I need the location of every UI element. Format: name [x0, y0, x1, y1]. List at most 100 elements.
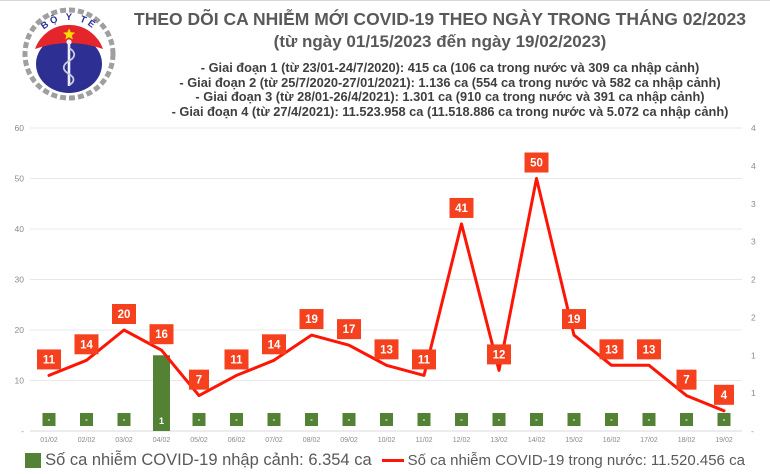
x-axis-label: 04/02: [153, 437, 171, 444]
covid-daily-chart: -10 20 30 40 50 60-1 1 2 2 3 3 4 4 01/02 02/02 03/02 04/…: [0, 116, 770, 451]
x-axis-label: 14/02: [528, 437, 546, 444]
bar-zero-label-box: [342, 413, 356, 426]
left-axis-tick: -: [21, 426, 24, 436]
left-axis-tick: 40: [15, 224, 25, 234]
point-label-box: [112, 304, 136, 324]
bar-zero-label-box: [42, 413, 56, 426]
bar-zero-label: -: [273, 415, 276, 424]
bar: [153, 355, 170, 431]
bar-zero-label: -: [235, 415, 238, 424]
right-axis-tick: 3: [751, 199, 756, 209]
point-label-box: [637, 339, 661, 360]
bar-zero-label: -: [723, 415, 726, 424]
bar-zero-label-box: [230, 413, 243, 426]
x-axis-label: 10/02: [378, 437, 396, 444]
page-subtitle: (từ ngày 01/15/2023 đến ngày 19/02/2023): [273, 31, 607, 51]
point-label: 4: [721, 390, 728, 402]
point-label-box: [374, 339, 399, 360]
bar-zero-label: -: [348, 415, 351, 424]
point-label-box: [524, 152, 549, 173]
phase-line-3: - Giai đoạn 3 (từ 28/01-26/4/2021): 1.30…: [195, 89, 705, 105]
x-axis-label: 13/02: [490, 437, 508, 444]
point-label-box: [562, 309, 586, 330]
x-axis-label: 12/02: [453, 437, 471, 444]
bar-zero-label: -: [310, 415, 313, 424]
bar-zero-label: -: [123, 415, 126, 424]
x-axis-label: 11/02: [416, 437, 433, 444]
point-label-box: [149, 324, 174, 345]
bar-zero-label-box: [80, 413, 93, 426]
bar-zero-label-box: [117, 413, 131, 426]
bar-zero-label-box: [417, 413, 431, 426]
right-axis-tick: 1: [751, 388, 756, 398]
x-axis-label: 18/02: [678, 437, 696, 444]
right-axis-tick: 2: [751, 275, 756, 285]
x-axis-label: 05/02: [190, 437, 208, 444]
point-label-box: [262, 334, 286, 355]
x-axis-label: 16/02: [603, 437, 621, 444]
right-axis-tick: 4: [751, 161, 756, 171]
left-axis-tick: 60: [15, 123, 25, 133]
x-axis-label: 19/02: [715, 437, 733, 444]
legend-item-domestic: Số ca nhiễm COVID-19 trong nước: 11.520.…: [407, 451, 745, 469]
bar-zero-label: -: [460, 415, 463, 424]
point-label: 14: [80, 339, 93, 351]
point-label-box: [299, 309, 324, 330]
line-series: [47, 177, 726, 413]
point-label: 19: [568, 314, 581, 326]
point-label-box: [599, 339, 624, 360]
x-axis-label: 03/02: [115, 437, 133, 444]
bar-value-label: 1: [159, 416, 164, 426]
page-title: THEO DÕI CA NHIỄM MỚI COVID-19 THEO NGÀY…: [134, 9, 746, 29]
point-label-box: [224, 349, 249, 370]
bar-zero-label: -: [685, 415, 688, 424]
left-axis-tick: 20: [15, 325, 25, 335]
bar-zero-label-box: [492, 413, 506, 426]
point-label-box: [487, 344, 511, 365]
bar-zero-label-box: [680, 413, 693, 426]
bar-zero-label-box: [642, 413, 656, 426]
point-label: 41: [455, 203, 468, 215]
legend-item-imported: Số ca nhiễm COVID-19 nhập cảnh: 6.354 ca: [45, 450, 372, 469]
point-label-box: [714, 384, 734, 405]
point-label: 20: [118, 309, 131, 321]
point-label: 19: [305, 314, 318, 326]
bar-zero-label-box: [455, 413, 468, 426]
bar-zero-label-box: [267, 413, 281, 426]
point-label: 7: [683, 375, 689, 387]
bar-zero-label-box: [192, 413, 206, 426]
right-axis-tick: 3: [751, 237, 756, 247]
phase-line-1: - Giai đoạn 1 (từ 23/01-24/7/2020): 415 …: [200, 60, 700, 75]
header: BỘ Y TẾ MINISTRY OF HEALTH THEO DÕI CA N…: [0, 1, 770, 121]
point-label: 7: [196, 375, 202, 387]
bar-zero-label: -: [85, 415, 88, 424]
bar-zero-label: -: [198, 415, 201, 424]
right-axis-tick: 1: [751, 350, 756, 360]
x-axis-label: 09/02: [340, 437, 358, 444]
chart-legend: Số ca nhiễm COVID-19 nhập cảnh: 6.354 ca…: [0, 448, 770, 472]
point-label: 13: [380, 344, 393, 356]
phase-line-2: - Giai đoạn 2 (từ 25/7/2020-27/01/2021):…: [179, 74, 721, 90]
legend-bar-swatch: [25, 452, 42, 468]
x-axis-label: 15/02: [565, 437, 583, 444]
point-label: 11: [43, 354, 56, 366]
right-axis-tick: 4: [751, 123, 756, 133]
point-label: 14: [268, 339, 281, 351]
point-label: 17: [343, 324, 356, 336]
bar-zero-label-box: [605, 413, 618, 426]
bar-zero-label: -: [648, 415, 651, 424]
bar-zero-label: -: [48, 415, 51, 424]
right-axis-tick: -: [751, 426, 754, 436]
point-label: 13: [643, 344, 656, 356]
point-label-box: [337, 319, 361, 340]
phase-summary-list: - Giai đoạn 1 (từ 23/01-24/7/2020): 415 …: [130, 60, 770, 119]
point-label-box: [37, 349, 61, 370]
x-axis-label: 17/02: [640, 437, 658, 444]
bar-zero-label-box: [530, 413, 543, 426]
point-label: 12: [493, 349, 506, 361]
legend-line-swatch: [381, 458, 404, 462]
point-label: 13: [605, 344, 618, 356]
left-axis-tick: 30: [15, 275, 25, 285]
bar-zero-label: -: [423, 415, 426, 424]
point-label-box: [189, 369, 209, 390]
